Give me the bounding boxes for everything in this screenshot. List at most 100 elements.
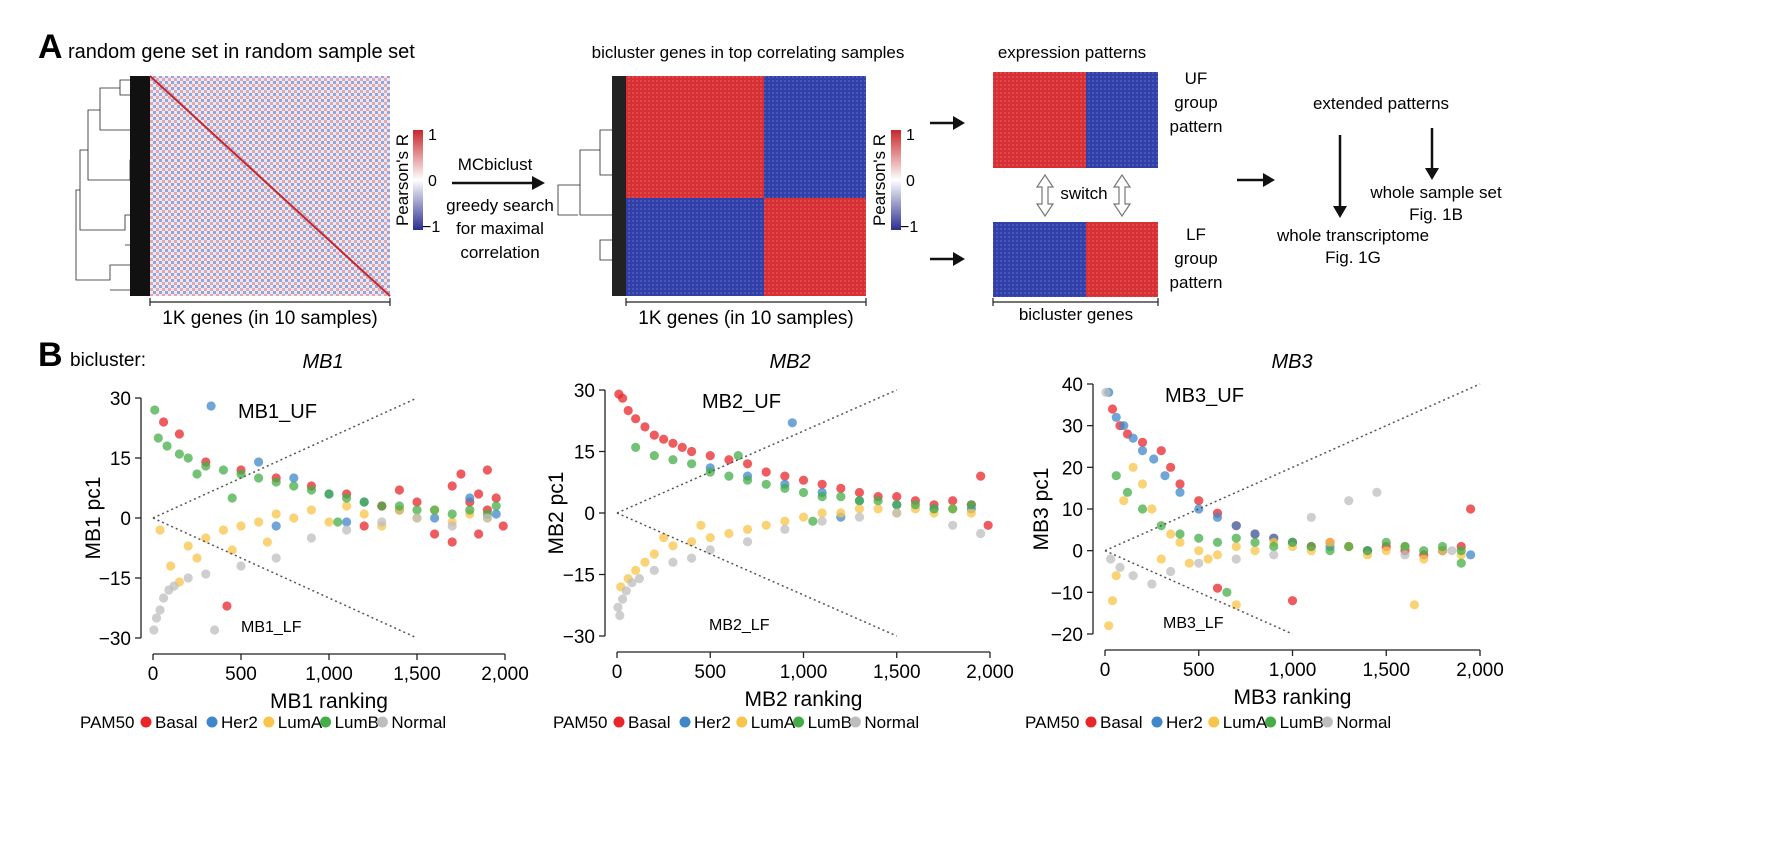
point-basal bbox=[976, 471, 986, 481]
point-lumb bbox=[1437, 541, 1448, 552]
point-lumb bbox=[1122, 487, 1133, 497]
legend-marker-her2 bbox=[1151, 716, 1163, 728]
point-normal bbox=[780, 524, 790, 535]
scatter-mb1: MB1 30 15 0 −15 −30 0 500 1,000 1,500 2,000 MB1 ran… bbox=[80, 351, 529, 732]
point-lumb bbox=[342, 493, 352, 503]
for-maximal-label: for maximal bbox=[456, 219, 544, 238]
y-tick-label: 30 bbox=[110, 389, 131, 410]
point-luma bbox=[192, 553, 202, 563]
legend-label-basal: Basal bbox=[155, 713, 198, 732]
point-normal bbox=[149, 625, 159, 635]
point-normal bbox=[948, 520, 958, 530]
y-tick-label: 40 bbox=[1062, 375, 1083, 396]
uf-label-line3: pattern bbox=[1170, 117, 1223, 136]
switch-label: switch bbox=[1060, 184, 1107, 203]
point-lumb bbox=[254, 473, 264, 483]
y-tick-label: 15 bbox=[110, 449, 131, 470]
point-lumb bbox=[966, 500, 976, 510]
point-basal bbox=[659, 434, 669, 444]
point-basal bbox=[798, 475, 809, 485]
point-normal bbox=[306, 533, 316, 543]
point-her2 bbox=[271, 521, 281, 531]
y-tick-label: 10 bbox=[1062, 500, 1083, 521]
point-basal bbox=[394, 485, 404, 495]
point-luma bbox=[742, 524, 753, 535]
scatter-mb3: MB3 40 30 20 10 0 −10 −20 0 500 1,000 1,500 2,000 MB3… bbox=[1025, 351, 1504, 732]
point-basal bbox=[498, 521, 508, 531]
x-tick-label: 1,500 bbox=[1362, 660, 1410, 681]
x-tick-label: 2,000 bbox=[481, 664, 529, 685]
point-basal bbox=[817, 479, 827, 489]
y-tick-label: 30 bbox=[1062, 417, 1083, 438]
point-her2 bbox=[206, 401, 216, 411]
point-lumb bbox=[1287, 537, 1298, 547]
x-tick-label: 1,500 bbox=[873, 662, 921, 683]
point-lumb bbox=[836, 492, 846, 502]
scatter-plots: MB1 30 15 0 −15 −30 0 500 1,000 1,500 2,000 MB1 ran… bbox=[80, 351, 1504, 732]
point-normal bbox=[1231, 554, 1241, 564]
point-luma bbox=[1419, 554, 1429, 564]
point-lumb bbox=[1269, 541, 1279, 552]
point-normal bbox=[1372, 487, 1382, 497]
bicluster-heatmap-xlabel: 1K genes (in 10 samples) bbox=[638, 308, 853, 329]
point-luma bbox=[1147, 504, 1157, 514]
point-her2 bbox=[1119, 421, 1129, 431]
point-normal bbox=[613, 602, 623, 612]
legend-title: PAM50 bbox=[553, 713, 608, 732]
colorbar-random-tick-1: 1 bbox=[428, 127, 437, 144]
point-luma bbox=[780, 516, 790, 526]
legend-marker-luma bbox=[1208, 716, 1220, 728]
point-normal bbox=[158, 593, 169, 603]
point-lumb bbox=[430, 505, 440, 515]
point-normal bbox=[201, 569, 211, 579]
scatter-mb2: MB2 30 15 0 −15 −30 0 500 1,000 1,500 2,000 MB2 ran… bbox=[545, 351, 1014, 732]
point-basal bbox=[1156, 446, 1166, 456]
point-her2 bbox=[1137, 446, 1148, 456]
legend-marker-her2 bbox=[206, 716, 218, 728]
y-tick-label: 0 bbox=[120, 509, 131, 530]
point-normal bbox=[155, 605, 165, 615]
point-normal bbox=[705, 545, 715, 555]
correlation-label: correlation bbox=[460, 243, 539, 262]
point-lumb bbox=[153, 433, 163, 443]
point-luma bbox=[836, 508, 846, 518]
point-normal bbox=[687, 553, 697, 563]
point-her2 bbox=[289, 473, 299, 483]
point-lumb bbox=[854, 496, 865, 506]
point-luma bbox=[289, 513, 299, 523]
legend-marker-normal bbox=[1321, 716, 1333, 728]
point-her2 bbox=[1231, 521, 1241, 531]
colorbar-random-label: Pearson's R bbox=[393, 134, 412, 226]
x-tick-label: 0 bbox=[612, 662, 623, 683]
point-normal bbox=[742, 537, 753, 547]
fig-1b: Fig. 1B bbox=[1409, 205, 1463, 224]
bicluster-gene-labels bbox=[612, 76, 626, 296]
legend-marker-lumb bbox=[793, 716, 805, 728]
point-her2 bbox=[254, 457, 264, 467]
point-lumb bbox=[910, 500, 921, 510]
colorbar-random-tick-0: 0 bbox=[428, 173, 437, 190]
y-tick-label: −20 bbox=[1051, 625, 1083, 646]
arrow-sample-set-head bbox=[1425, 168, 1439, 180]
lf-annotation: MB1_LF bbox=[241, 619, 302, 636]
uf-pattern-red bbox=[993, 72, 1086, 168]
panel-b-label: B bbox=[38, 336, 63, 374]
point-lumb bbox=[227, 493, 237, 503]
point-basal bbox=[687, 446, 697, 457]
switch-arrow-left-icon bbox=[1035, 173, 1055, 218]
expression-patterns-title: expression patterns bbox=[998, 43, 1146, 62]
point-her2 bbox=[342, 517, 352, 527]
point-lumb bbox=[798, 487, 809, 498]
uf-annotation: MB1_UF bbox=[238, 401, 317, 423]
point-normal bbox=[412, 513, 422, 523]
point-lumb bbox=[236, 469, 246, 479]
legend-marker-luma bbox=[736, 716, 748, 728]
point-basal bbox=[780, 471, 790, 481]
bicluster-block-red-bottom bbox=[764, 198, 866, 296]
point-basal bbox=[668, 438, 678, 448]
point-luma bbox=[1203, 554, 1213, 564]
point-basal bbox=[948, 496, 958, 506]
point-lumb bbox=[192, 469, 202, 479]
colorbar-random bbox=[413, 130, 423, 230]
uf-pattern-blue bbox=[1086, 72, 1158, 168]
